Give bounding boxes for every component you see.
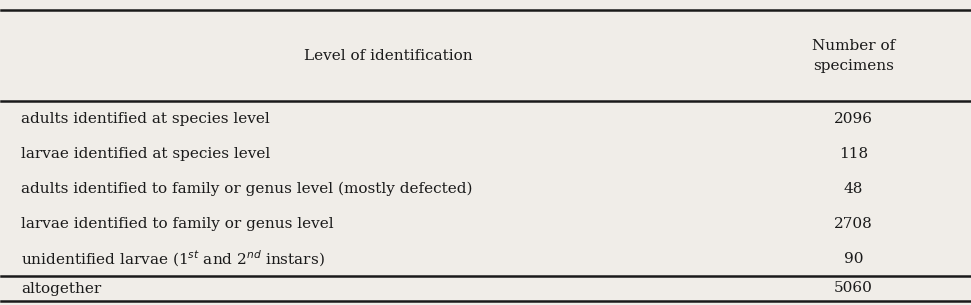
Text: Level of identification: Level of identification	[304, 49, 473, 63]
Text: unidentified larvae (1$^{st}$ and 2$^{nd}$ instars): unidentified larvae (1$^{st}$ and 2$^{nd…	[20, 249, 324, 269]
Text: 2096: 2096	[834, 112, 873, 126]
Text: altogether: altogether	[20, 282, 101, 296]
Text: 90: 90	[844, 252, 863, 266]
Text: 48: 48	[844, 182, 863, 196]
Text: adults identified at species level: adults identified at species level	[20, 112, 270, 126]
Text: 118: 118	[839, 147, 868, 161]
Text: Number of
specimens: Number of specimens	[812, 39, 895, 73]
Text: 2708: 2708	[834, 217, 873, 231]
Text: adults identified to family or genus level (mostly defected): adults identified to family or genus lev…	[20, 181, 472, 196]
Text: 5060: 5060	[834, 282, 873, 296]
Text: larvae identified at species level: larvae identified at species level	[20, 147, 270, 161]
Text: larvae identified to family or genus level: larvae identified to family or genus lev…	[20, 217, 333, 231]
